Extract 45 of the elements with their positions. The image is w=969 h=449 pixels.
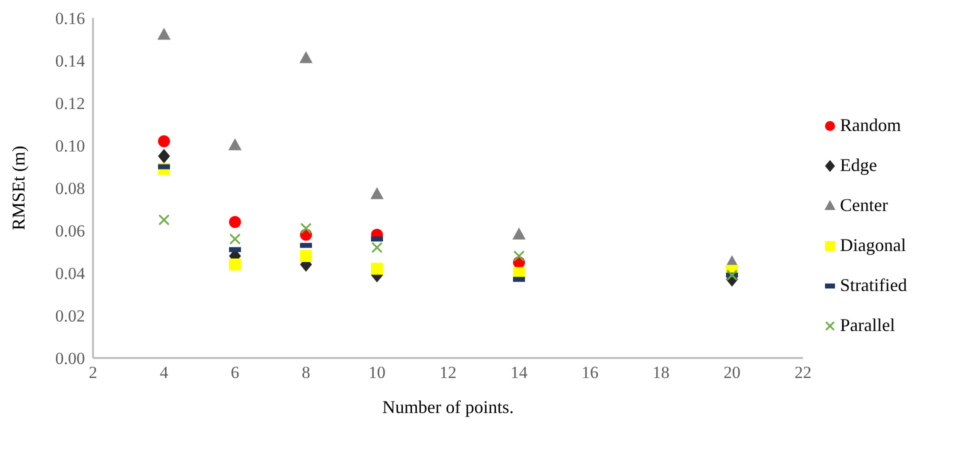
x-tick-label: 2 — [88, 363, 98, 382]
x-tick-label: 22 — [794, 363, 812, 382]
legend-label: Random — [840, 115, 901, 136]
y-tick-label: 0.06 — [55, 222, 85, 241]
y-axis-title: RMSEt (m) — [8, 146, 28, 230]
x-tick-label: 8 — [302, 363, 310, 382]
y-tick-label: 0.02 — [55, 306, 85, 326]
point — [158, 148, 170, 164]
x-tick-label: 10 — [368, 363, 386, 382]
x-tick-label: 6 — [230, 363, 240, 382]
point — [513, 250, 525, 262]
point — [371, 262, 383, 275]
point — [158, 214, 170, 226]
legend-label: Diagonal — [840, 235, 906, 256]
point — [157, 28, 171, 40]
legend-label: Edge — [840, 155, 877, 176]
point — [300, 250, 312, 262]
legend-label: Stratified — [840, 275, 907, 296]
point — [158, 135, 170, 148]
y-tick-label: 0.14 — [55, 52, 86, 71]
legend-label: Center — [840, 195, 888, 216]
point — [299, 51, 313, 64]
y-tick-label: 0.04 — [55, 264, 86, 284]
y-tick-label: 0.08 — [55, 179, 85, 198]
point — [370, 187, 384, 200]
point — [512, 228, 526, 240]
point — [229, 216, 241, 228]
point — [228, 138, 242, 150]
point — [726, 269, 738, 281]
point — [229, 233, 241, 245]
y-tick-label: 0.10 — [55, 136, 85, 156]
legend-label: Parallel — [840, 315, 895, 336]
x-tick-label: 18 — [652, 363, 670, 382]
x-tick-label: 14 — [510, 363, 528, 382]
y-tick-label: 0.00 — [55, 349, 85, 368]
y-tick-label: 0.16 — [55, 9, 85, 28]
x-tick-label: 16 — [582, 363, 598, 382]
x-tick-label: 4 — [160, 363, 169, 382]
y-tick-label: 0.12 — [55, 94, 85, 114]
point — [371, 242, 383, 254]
x-tick-label: 12 — [440, 363, 456, 382]
point — [229, 258, 241, 270]
x-tick-label: 20 — [724, 363, 740, 382]
point — [300, 222, 312, 234]
x-axis-title: Number of points. — [382, 397, 514, 417]
